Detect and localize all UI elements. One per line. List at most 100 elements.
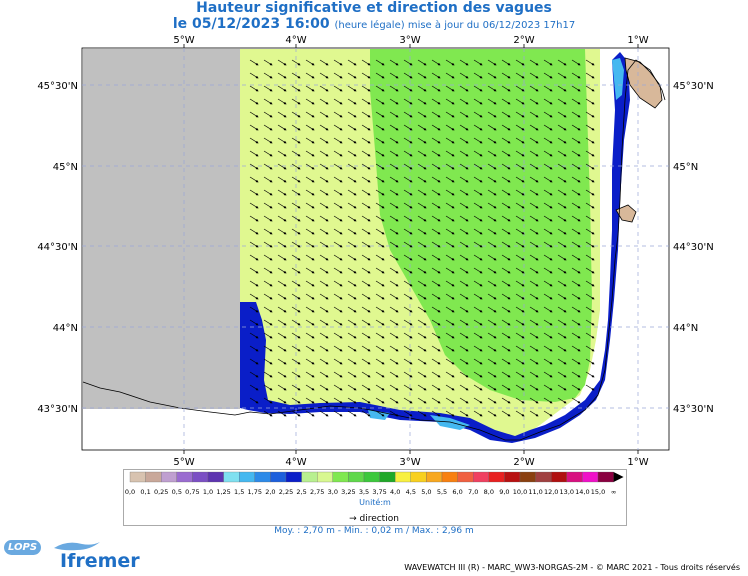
wave-arrow — [277, 280, 287, 287]
wave-arrow — [515, 111, 525, 118]
wave-arrow — [389, 384, 399, 391]
wave-arrow — [249, 254, 259, 261]
wave-arrow — [361, 306, 371, 313]
legend-swatch — [488, 471, 505, 483]
wave-arrow — [585, 280, 595, 287]
wave-arrow — [375, 267, 385, 274]
update-note: (heure légale) mise à jour du 06/12/2023… — [334, 20, 576, 31]
wave-arrow — [585, 267, 595, 274]
wave-arrow — [557, 397, 567, 404]
legend-value: 6,0 — [452, 488, 462, 496]
wave-arrow — [487, 397, 497, 404]
wave-arrow — [277, 410, 287, 417]
wave-arrow — [333, 202, 343, 209]
wave-arrow — [515, 85, 525, 92]
wave-arrow — [543, 241, 553, 248]
wave-arrow — [277, 215, 287, 222]
wave-arrow — [571, 124, 581, 131]
wave-arrow — [333, 371, 343, 378]
wave-arrow — [459, 189, 469, 196]
wave-arrow — [249, 267, 259, 274]
wave-arrow — [543, 384, 553, 391]
land-france — [624, 57, 663, 109]
wave-arrow — [263, 241, 273, 248]
wave-arrow — [487, 98, 497, 105]
wave-arrow — [515, 410, 525, 417]
legend-unit: Unité:m — [359, 498, 391, 507]
wave-arrow — [347, 163, 357, 170]
wave-arrow — [571, 150, 581, 157]
wave-arrow — [361, 293, 371, 300]
wave-arrow — [459, 241, 469, 248]
wave-arrow — [403, 345, 413, 352]
wave-arrow — [501, 397, 511, 404]
wave-arrow — [403, 397, 413, 404]
wave-arrow — [361, 358, 371, 365]
lat-label-left: 45°N — [53, 162, 78, 173]
wave-arrow — [291, 72, 301, 79]
wave-arrow — [305, 293, 315, 300]
wave-arrow — [375, 59, 385, 66]
wave-arrow — [515, 332, 525, 339]
legend-swatch — [379, 471, 396, 483]
wave-arrow — [473, 254, 483, 261]
wave-arrow — [375, 111, 385, 118]
wave-arrow — [249, 397, 259, 404]
wave-arrow — [585, 228, 595, 235]
wave-arrow — [305, 85, 315, 92]
wave-arrow — [501, 410, 511, 417]
map-title: Hauteur significative et direction des v… — [196, 0, 552, 16]
wave-arrow — [585, 241, 595, 248]
wave-arrow — [319, 267, 329, 274]
wave-arrow — [389, 319, 399, 326]
wave-arrow — [431, 59, 441, 66]
wave-arrow — [361, 267, 371, 274]
wave-arrow — [263, 150, 273, 157]
wave-arrow — [375, 202, 385, 209]
wave-arrow — [417, 241, 427, 248]
lat-label-right: 45°30'N — [673, 81, 714, 92]
wave-arrow — [417, 202, 427, 209]
lon-label-bottom: 5°W — [173, 457, 194, 468]
legend-swatch — [332, 471, 349, 483]
wave-arrow — [585, 85, 595, 92]
wave-arrow — [403, 124, 413, 131]
wave-arrow — [249, 59, 259, 66]
wave-arrow — [291, 124, 301, 131]
wave-arrow — [263, 85, 273, 92]
wave-arrow — [459, 98, 469, 105]
wave-arrow — [473, 371, 483, 378]
wave-arrow — [263, 72, 273, 79]
wave-arrow — [305, 280, 315, 287]
wave-arrow — [557, 124, 567, 131]
wave-arrow — [445, 397, 455, 404]
wave-arrow — [501, 72, 511, 79]
legend-value: 15,0 — [591, 488, 605, 496]
wave-arrow — [375, 293, 385, 300]
wave-arrow — [501, 189, 511, 196]
wave-arrow — [375, 410, 385, 417]
wave-arrow — [487, 111, 497, 118]
wave-arrow — [403, 384, 413, 391]
wave-arrow — [389, 176, 399, 183]
wave-arrow — [333, 59, 343, 66]
wave-arrow — [459, 397, 469, 404]
wave-arrow — [263, 280, 273, 287]
wave-arrow — [291, 332, 301, 339]
wave-arrow — [319, 189, 329, 196]
legend-value: 7,0 — [468, 488, 478, 496]
wave-arrow — [249, 358, 259, 365]
wave-arrow — [487, 202, 497, 209]
wave-arrow — [291, 319, 301, 326]
wave-arrow — [263, 228, 273, 235]
wave-arrow — [333, 306, 343, 313]
wave-arrow — [529, 371, 539, 378]
wave-arrow — [487, 150, 497, 157]
wave-arrow — [529, 85, 539, 92]
wave-arrow — [487, 306, 497, 313]
wave-arrow — [347, 332, 357, 339]
legend-swatch — [395, 471, 411, 483]
wave-arrow — [585, 358, 595, 365]
legend-value: 8,0 — [484, 488, 494, 496]
wave-arrow — [333, 85, 343, 92]
